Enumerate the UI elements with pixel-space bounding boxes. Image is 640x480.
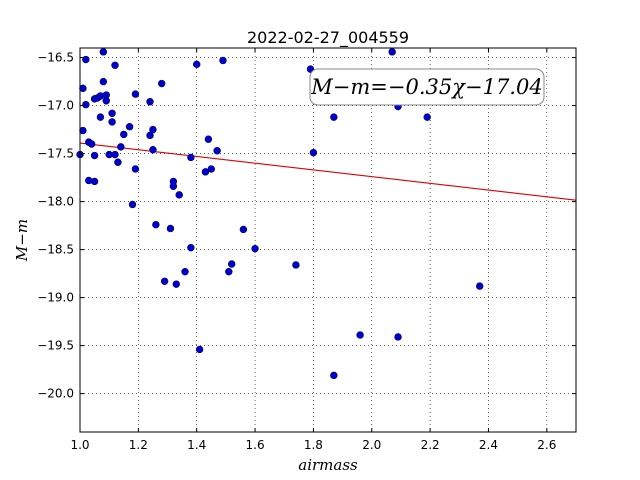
data-point [207,165,215,173]
data-point [172,280,180,288]
data-point [99,77,108,86]
x-tick-label: 1.0 [70,438,89,452]
data-point [169,182,178,190]
data-point [120,130,128,139]
data-point [108,109,116,117]
data-point [117,143,125,151]
data-point [204,135,213,143]
data-point [251,244,259,253]
y-tick-label: −16.5 [37,51,74,65]
data-point [99,48,108,56]
data-point [388,48,396,56]
x-tick-label: 2.4 [479,438,498,452]
grid-lines [79,48,576,432]
axis-ticks [79,48,576,432]
data-point [330,113,338,121]
y-tick-label: −19.5 [37,339,74,353]
data-point [166,224,175,233]
data-point [82,100,90,109]
x-tick-label: 1.6 [246,438,265,452]
x-tick-label: 1.8 [304,438,323,452]
data-point [96,113,105,121]
y-tick-label: −17.0 [37,99,74,113]
y-tick-label: −18.0 [37,195,74,209]
data-point [131,165,140,173]
data-point [213,147,221,155]
data-point [82,55,90,64]
fit-line-layer [79,142,577,201]
x-tick-label: 1.2 [129,438,148,452]
data-point [87,140,96,148]
data-point [90,151,99,160]
y-tick-label: −18.5 [37,243,74,257]
data-point [187,153,195,162]
data-point [131,90,140,98]
data-point [394,333,402,341]
data-point [239,225,248,234]
data-point [219,56,227,65]
data-point [149,125,157,134]
data-point [160,277,169,285]
data-point [108,118,116,126]
data-point [146,98,154,106]
x-tick-label: 2.0 [362,438,381,452]
fit-annotation: M−m=−0.35χ−17.04 [309,68,545,106]
y-tick-labels: −16.5 −17.0 −17.5 −18.0 −18.5 −19.0 −19.5 −20.0 [37,51,74,401]
data-point [309,148,318,157]
data-point [175,191,183,199]
data-point [111,150,119,159]
fit-line [79,142,577,201]
data-point [114,158,122,166]
data-point [193,60,201,69]
y-tick-label: −19.0 [37,291,74,305]
annotation-text: M−m=−0.35χ−17.04 [310,75,542,99]
data-point [181,267,189,276]
y-tick-label: −20.0 [37,387,74,401]
data-point [228,260,236,268]
data-point [157,79,166,88]
data-point [111,61,119,69]
x-tick-label: 2.6 [537,438,556,452]
y-axis-label: M−m [13,219,31,262]
y-tick-label: −17.5 [37,147,74,161]
data-point [225,267,233,276]
x-tick-labels: 1.0 1.2 1.4 1.6 1.8 2.0 2.2 2.4 2.6 [70,438,556,452]
x-tick-label: 1.4 [187,438,206,452]
x-tick-label: 2.2 [421,438,440,452]
chart-title: 2022-02-27_004559 [247,28,409,48]
x-axis-label: airmass [298,456,358,474]
data-point [195,345,204,354]
plot-frame [79,47,577,433]
annotation-box [309,68,545,106]
data-point [79,126,87,135]
data-point [79,84,87,93]
data-point [292,261,300,269]
data-point [146,131,154,140]
data-point [201,168,210,176]
data-point [125,123,134,131]
data-point [476,282,484,290]
data-point [102,91,110,99]
data-points [76,48,484,380]
data-point [149,146,157,154]
data-point [90,177,99,186]
data-point [356,331,364,339]
data-point [423,113,431,121]
data-point [152,220,160,229]
data-point [330,371,338,380]
data-point [128,200,137,209]
data-point [187,243,195,252]
